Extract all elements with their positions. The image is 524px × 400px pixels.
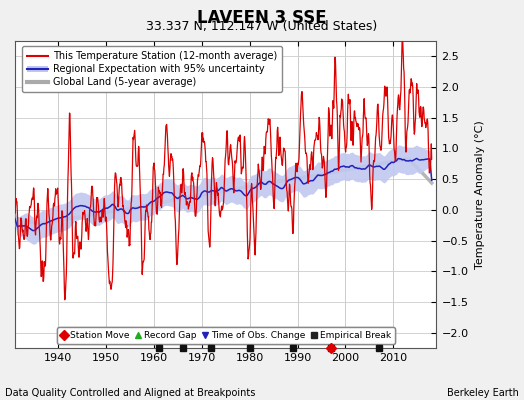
Text: Data Quality Controlled and Aligned at Breakpoints: Data Quality Controlled and Aligned at B…	[5, 388, 256, 398]
Y-axis label: Temperature Anomaly (°C): Temperature Anomaly (°C)	[475, 120, 485, 269]
Legend: Station Move, Record Gap, Time of Obs. Change, Empirical Break: Station Move, Record Gap, Time of Obs. C…	[57, 328, 395, 344]
Text: Berkeley Earth: Berkeley Earth	[447, 388, 519, 398]
Text: LAVEEN 3 SSE: LAVEEN 3 SSE	[197, 9, 327, 27]
Text: 33.337 N, 112.147 W (United States): 33.337 N, 112.147 W (United States)	[146, 20, 378, 33]
